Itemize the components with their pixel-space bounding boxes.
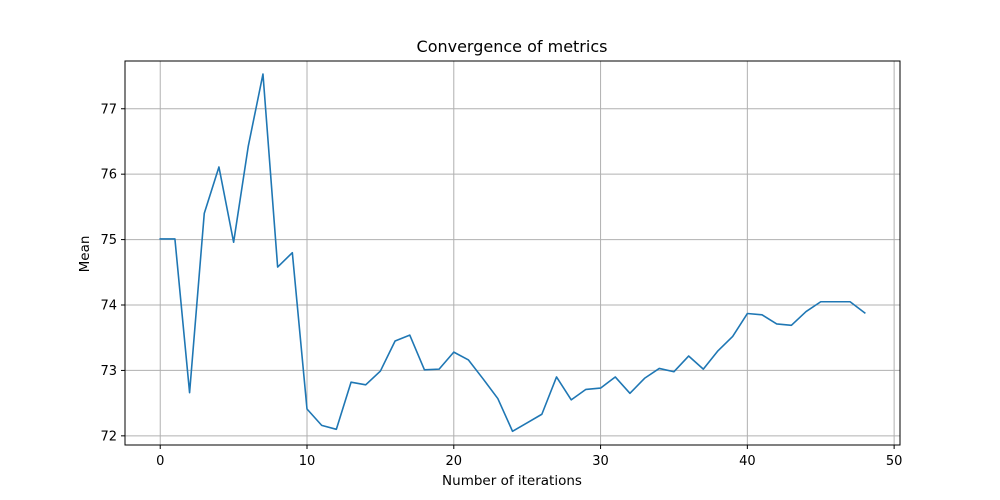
grid	[125, 61, 900, 445]
y-tick-label: 74	[100, 299, 117, 314]
series-layer	[159, 73, 866, 433]
y-tick-label: 76	[100, 168, 117, 183]
x-tick-label: 20	[446, 454, 463, 469]
y-tick-label: 72	[100, 429, 117, 444]
x-tick-label: 40	[739, 454, 756, 469]
x-tick-label: 50	[886, 454, 903, 469]
y-tick-label: 73	[100, 364, 117, 379]
chart-title: Convergence of metrics	[417, 37, 608, 56]
series-line	[159, 73, 866, 433]
x-tick-label: 30	[592, 454, 609, 469]
y-tick-label: 77	[100, 102, 117, 117]
y-axis-title: Mean	[77, 236, 93, 273]
y-tick-label: 75	[100, 233, 117, 248]
plot-frame	[124, 60, 901, 446]
ticks: 0 10 20 30 40 50 72 73 74 75 76 77	[100, 102, 902, 469]
x-tick-label: 10	[299, 454, 316, 469]
x-axis-title: Number of iterations	[442, 473, 582, 489]
x-tick-label: 0	[156, 454, 164, 469]
